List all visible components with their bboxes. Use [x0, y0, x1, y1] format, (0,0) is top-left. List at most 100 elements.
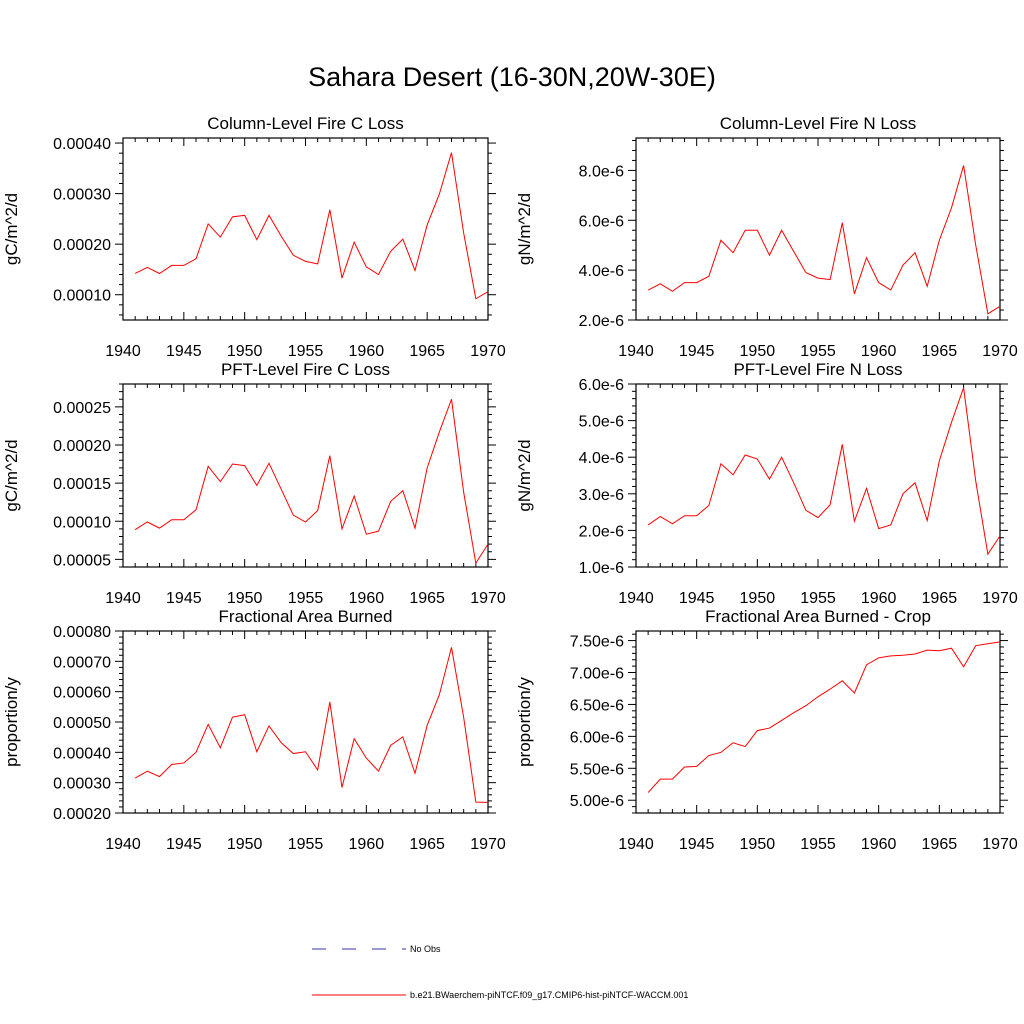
y-tick-label: 3.0e-6: [579, 487, 624, 504]
x-tick-label: 1955: [288, 836, 324, 853]
x-tick-label: 1970: [470, 343, 506, 360]
x-tick-label: 1940: [618, 343, 654, 360]
x-tick-label: 1965: [922, 836, 958, 853]
y-tick-label: 0.00005: [53, 552, 111, 569]
x-tick-label: 1950: [740, 343, 776, 360]
y-axis-label: proportion/y: [515, 677, 534, 767]
plot-frame: [122, 383, 489, 568]
x-tick-label: 1960: [349, 343, 385, 360]
y-tick-label: 2.0e-6: [579, 523, 624, 540]
x-tick-label: 1960: [861, 590, 897, 607]
panel-title: Column-Level Fire N Loss: [720, 114, 917, 133]
x-tick-label: 1950: [227, 343, 263, 360]
panel-title: PFT-Level Fire C Loss: [221, 360, 390, 379]
y-axis-label: proportion/y: [2, 677, 21, 767]
x-tick-label: 1945: [166, 590, 202, 607]
x-tick-label: 1955: [800, 343, 836, 360]
plot-frame: [635, 383, 1001, 568]
x-tick-label: 1965: [409, 836, 445, 853]
y-tick-label: 0.00025: [53, 400, 111, 417]
y-tick-label: 6.0e-6: [579, 377, 624, 394]
y-tick-label: 5.0e-6: [579, 414, 624, 431]
x-tick-label: 1950: [227, 836, 263, 853]
x-tick-label: 1970: [982, 343, 1018, 360]
x-tick-label: 1960: [349, 590, 385, 607]
y-tick-label: 0.00050: [53, 715, 111, 732]
legend-obs-line: [312, 948, 406, 950]
x-tick-label: 1965: [922, 590, 958, 607]
x-tick-label: 1970: [470, 836, 506, 853]
y-axis-label: gC/m^2/d: [2, 193, 21, 265]
y-tick-label: 0.00030: [53, 776, 111, 793]
x-tick-label: 1940: [618, 836, 654, 853]
x-tick-label: 1950: [740, 590, 776, 607]
x-tick-label: 1950: [740, 836, 776, 853]
panel-title: PFT-Level Fire N Loss: [733, 360, 902, 379]
chart-panel-6: 1940 1945 1950 1955 1960 1965 1970 5.00e-6 5.50e…: [515, 607, 1018, 853]
series-line-model: [134, 399, 489, 565]
x-tick-label: 1960: [861, 343, 897, 360]
chart-panel-2: 1940 1945 1950 1955 1960 1965 1970 2.0e-6 4.0e-6…: [515, 114, 1018, 360]
legend-model-label: b.e21.BWaerchem-piNTCF.f09_g17.CMIP6-his…: [410, 990, 689, 1000]
y-tick-label: 6.0e-6: [579, 213, 624, 230]
panel-title: Fractional Area Burned - Crop: [705, 607, 931, 626]
plot-frame: [635, 137, 1001, 321]
chart-panel-3: 1940 1945 1950 1955 1960 1965 1970 0.00005 0.000…: [2, 360, 506, 607]
y-tick-label: 5.00e-6: [570, 793, 624, 810]
x-tick-label: 1940: [105, 836, 141, 853]
x-tick-label: 1940: [105, 343, 141, 360]
x-tick-label: 1945: [679, 836, 715, 853]
legend-model-line: [312, 994, 406, 996]
main-title: Sahara Desert (16-30N,20W-30E): [308, 62, 716, 92]
y-tick-label: 0.00015: [53, 476, 111, 493]
y-tick-label: 0.00060: [53, 685, 111, 702]
x-tick-label: 1955: [288, 590, 324, 607]
chart-panel-1: 1940 1945 1950 1955 1960 1965 1970 0.00010 0.000…: [2, 114, 506, 360]
y-tick-label: 0.00040: [53, 745, 111, 762]
x-tick-label: 1945: [166, 836, 202, 853]
y-tick-label: 7.00e-6: [570, 666, 624, 683]
x-tick-label: 1955: [288, 343, 324, 360]
y-tick-label: 2.0e-6: [579, 313, 624, 330]
x-tick-label: 1945: [679, 343, 715, 360]
y-axis-label: gN/m^2/d: [515, 193, 534, 265]
chart-panel-5: 1940 1945 1950 1955 1960 1965 1970 0.00020 0.000…: [2, 607, 506, 853]
y-tick-label: 0.00020: [53, 806, 111, 823]
y-tick-label: 8.0e-6: [579, 163, 624, 180]
y-tick-label: 0.00040: [53, 136, 111, 153]
x-tick-label: 1970: [470, 590, 506, 607]
y-tick-label: 1.0e-6: [579, 560, 624, 577]
y-axis-label: gN/m^2/d: [515, 439, 534, 511]
x-tick-label: 1945: [679, 590, 715, 607]
series-line-model: [647, 387, 1001, 556]
legend-obs-label: No Obs: [410, 944, 441, 954]
y-tick-label: 5.50e-6: [570, 761, 624, 778]
y-tick-label: 0.00030: [53, 187, 111, 204]
x-tick-label: 1965: [409, 590, 445, 607]
plot-frame: [122, 137, 489, 321]
x-tick-label: 1970: [982, 590, 1018, 607]
series-line-model: [647, 641, 1001, 793]
y-axis-label: gC/m^2/d: [2, 439, 21, 511]
plot-frame: [635, 630, 1001, 814]
y-tick-label: 0.00020: [53, 237, 111, 254]
series-line-model: [134, 152, 489, 300]
x-tick-label: 1965: [409, 343, 445, 360]
y-tick-label: 7.50e-6: [570, 634, 624, 651]
x-tick-label: 1960: [861, 836, 897, 853]
y-tick-label: 0.00080: [53, 624, 111, 641]
y-tick-label: 4.0e-6: [579, 450, 624, 467]
x-tick-label: 1965: [922, 343, 958, 360]
y-tick-label: 0.00010: [53, 288, 111, 305]
y-tick-label: 6.00e-6: [570, 729, 624, 746]
x-tick-label: 1955: [800, 590, 836, 607]
x-tick-label: 1950: [227, 590, 263, 607]
panel-title: Fractional Area Burned: [219, 607, 393, 626]
x-tick-label: 1940: [618, 590, 654, 607]
chart-panel-4: 1940 1945 1950 1955 1960 1965 1970 1.0e-6 2.0e-6…: [515, 360, 1018, 607]
series-line-model: [134, 647, 489, 803]
y-tick-label: 4.0e-6: [579, 263, 624, 280]
x-tick-label: 1955: [800, 836, 836, 853]
y-tick-label: 6.50e-6: [570, 697, 624, 714]
